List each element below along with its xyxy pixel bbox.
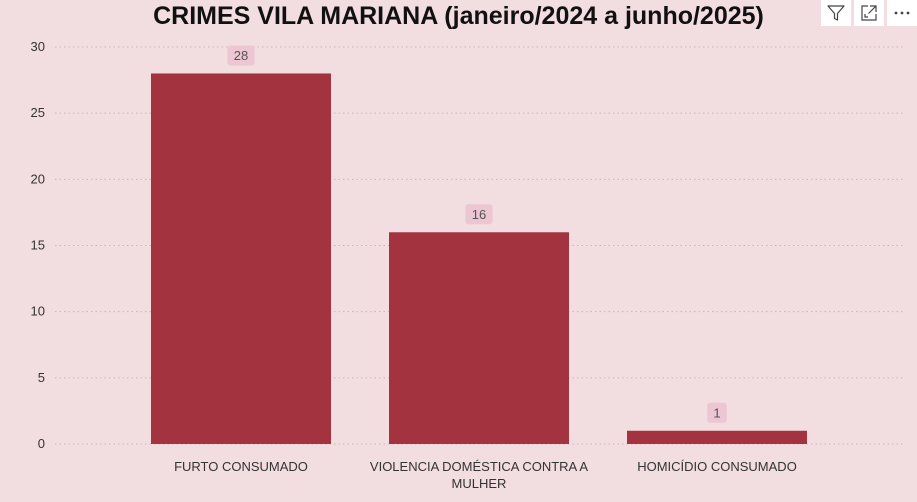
bar bbox=[389, 232, 569, 444]
bar bbox=[151, 73, 331, 444]
y-tick-label: 0 bbox=[38, 436, 45, 451]
y-tick-label: 5 bbox=[38, 370, 45, 385]
data-label-background bbox=[465, 204, 493, 225]
y-tick-label: 30 bbox=[31, 39, 45, 54]
y-tick-label: 25 bbox=[31, 105, 45, 120]
y-tick-label: 15 bbox=[31, 238, 45, 253]
focus-mode-button[interactable] bbox=[854, 0, 884, 26]
y-tick-label: 10 bbox=[31, 304, 45, 319]
data-label: 16 bbox=[472, 207, 486, 222]
visual-toolbar bbox=[821, 0, 917, 26]
bar bbox=[627, 430, 807, 444]
data-label: 28 bbox=[234, 48, 248, 63]
data-label: 1 bbox=[713, 405, 720, 420]
filter-button[interactable] bbox=[821, 0, 851, 26]
x-tick-label: HOMICÍDIO CONSUMADO bbox=[637, 459, 797, 474]
chart-title: CRIMES VILA MARIANA (janeiro/2024 a junh… bbox=[153, 2, 764, 30]
focus-mode-icon bbox=[861, 5, 877, 21]
x-tick-label: FURTO CONSUMADO bbox=[174, 459, 308, 474]
data-label-background bbox=[707, 402, 727, 423]
y-tick-label: 20 bbox=[31, 171, 45, 186]
filter-icon bbox=[827, 5, 845, 21]
more-options-button[interactable] bbox=[887, 0, 917, 26]
more-options-icon bbox=[894, 11, 910, 15]
data-label-background bbox=[227, 45, 255, 66]
x-tick-label: VIOLENCIA DOMÉSTICA CONTRA A MULHER bbox=[370, 459, 588, 491]
